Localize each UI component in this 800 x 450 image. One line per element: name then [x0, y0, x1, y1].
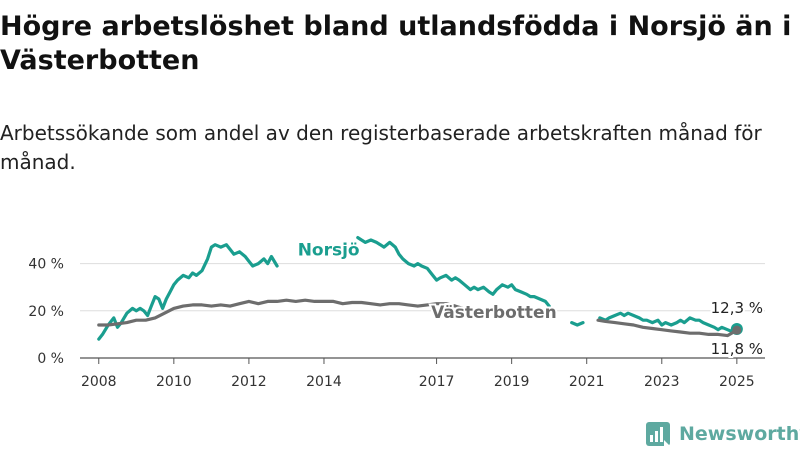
- x-tick-label: 2014: [306, 374, 342, 390]
- brand-name: Newsworthy: [679, 423, 800, 445]
- series-line-norsjo: [570, 321, 585, 327]
- series-line-vasterbotten: [596, 318, 739, 338]
- x-tick-label: 2010: [156, 374, 192, 390]
- series-line-norsjo: [97, 243, 279, 341]
- end-value-vasterbotten: 11,8 %: [711, 340, 763, 358]
- series-label-norsjo: Norsjö: [298, 240, 360, 260]
- series-line-norsjo: [598, 311, 739, 334]
- y-tick-label: 20 %: [28, 304, 64, 320]
- x-tick-label: 2023: [644, 374, 680, 390]
- x-tick-label: 2021: [569, 374, 605, 390]
- chart-subtitle: Arbetssökande som andel av den registerb…: [0, 121, 762, 174]
- end-point-vasterbotten: [732, 325, 742, 335]
- series-line-vasterbotten: [97, 298, 465, 327]
- y-tick-label: 0 %: [37, 351, 64, 367]
- x-tick-label: 2019: [494, 374, 530, 390]
- chart-title: Högre arbetslöshet bland utlandsfödda i …: [0, 11, 792, 76]
- series-label-vasterbotten: Västerbotten: [431, 303, 557, 323]
- y-tick-label: 40 %: [28, 257, 64, 273]
- newsworthy-logo-icon: [646, 422, 670, 446]
- x-tick-label: 2012: [231, 374, 267, 390]
- brand-logo: Newsworthy: [645, 419, 800, 449]
- x-tick-label: 2017: [419, 374, 455, 390]
- x-tick-label: 2025: [719, 374, 755, 390]
- end-value-norsjo: 12,3 %: [711, 299, 763, 317]
- series-line-norsjo: [356, 236, 551, 308]
- x-tick-label: 2008: [81, 374, 117, 390]
